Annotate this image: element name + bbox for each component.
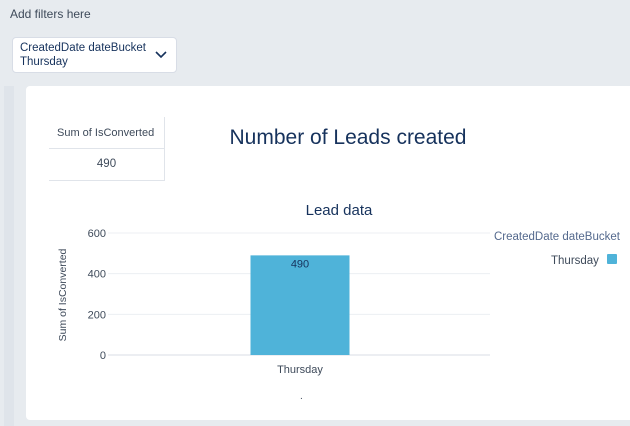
bar-series: 490 [250, 255, 350, 355]
bar-data-label: 490 [291, 258, 309, 270]
dashboard-card: Sum of IsConverted 490 Number of Leads c… [26, 86, 630, 420]
y-axis-ticks: 0 200 400 600 [88, 228, 106, 362]
y-tick-label: 600 [88, 228, 106, 240]
legend-swatch[interactable] [607, 254, 617, 264]
legend-item-label: Thursday [551, 255, 599, 267]
chevron-down-icon[interactable] [155, 50, 167, 60]
metric-table: Sum of IsConverted 490 [49, 117, 165, 181]
legend-title: CreatedDate dateBucket [494, 231, 621, 243]
y-axis-label: Sum of IsConverted [57, 248, 69, 341]
x-axis-ticks: Thursday [277, 364, 323, 376]
filter-createddate-dropdown[interactable]: CreatedDate dateBucket Thursday [12, 37, 177, 73]
x-tick-label: Thursday [277, 364, 323, 376]
y-tick-label: 200 [88, 309, 106, 321]
left-panel-edge [4, 86, 14, 426]
bar-thursday[interactable] [250, 255, 350, 355]
metric-header: Sum of IsConverted [49, 117, 164, 149]
y-tick-label: 0 [100, 350, 106, 362]
y-tick-label: 400 [88, 269, 106, 281]
widget-title: Number of Leads created [229, 126, 467, 149]
filter-selected-value: Thursday [20, 56, 68, 68]
filter-field-label: CreatedDate dateBucket [20, 42, 146, 54]
metric-value: 490 [96, 158, 117, 170]
dot-marker: . [300, 391, 303, 402]
add-filters-label[interactable]: Add filters here [10, 7, 91, 21]
chart-title: Lead data [306, 202, 373, 219]
